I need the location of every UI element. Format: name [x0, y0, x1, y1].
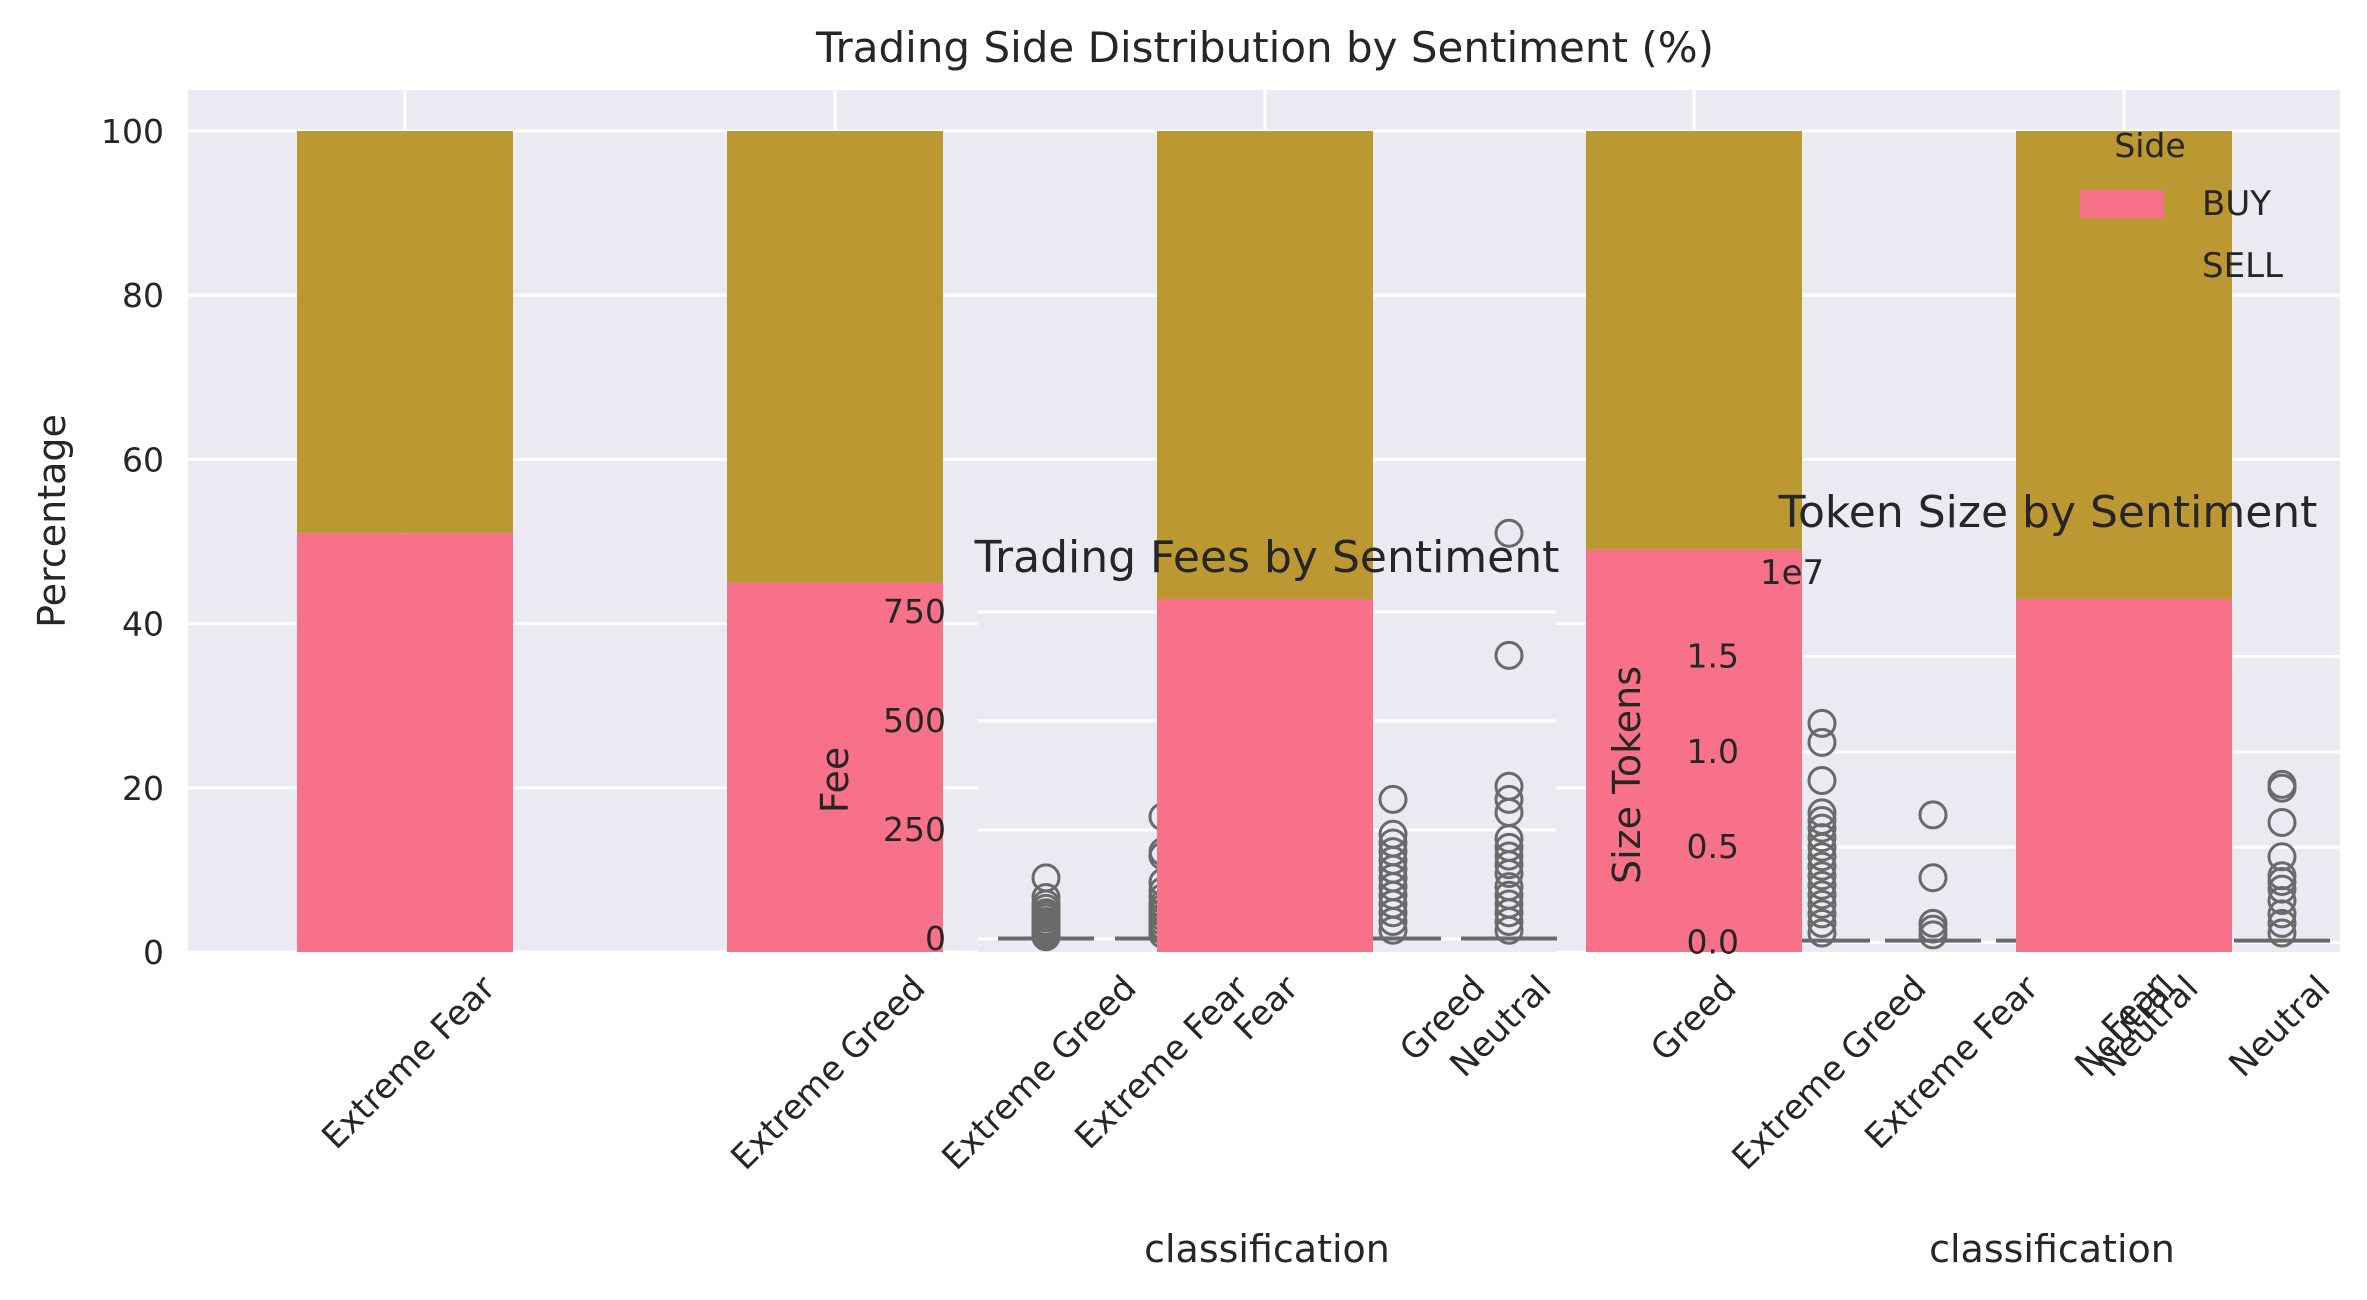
- main-y-tick-label: 60: [122, 440, 164, 479]
- fees-y-tick-label: 250: [883, 810, 946, 849]
- size-outlier-point: [1807, 889, 1837, 919]
- size-outlier-point: [1807, 861, 1837, 891]
- size-outlier-point: [1918, 800, 1948, 830]
- fees-y-axis-label: Fee: [813, 747, 857, 814]
- main-chart-title: Trading Side Distribution by Sentiment (…: [815, 23, 1714, 72]
- main-x-tick-label: Greed: [1643, 968, 1744, 1069]
- fees-chart-title: Trading Fees by Sentiment: [974, 532, 1560, 583]
- size-outlier-point: [1807, 708, 1837, 738]
- bars-layer: [297, 131, 2232, 952]
- size-outlier-point: [2267, 807, 2297, 837]
- fees-x-tick-label: Extreme Greed: [934, 968, 1144, 1178]
- bar-buy: [1157, 598, 1373, 952]
- size-outlier-point: [1918, 920, 1948, 950]
- size-outlier-point: [2267, 899, 2297, 929]
- bar-sell: [727, 131, 943, 583]
- fees-outlier-point: [1378, 898, 1408, 928]
- size-y-axis-label: Size Tokens: [1605, 666, 1649, 884]
- size-outlier-point: [1807, 908, 1837, 938]
- fees-outlier-point: [1494, 640, 1524, 670]
- main-y-tick-label: 20: [122, 769, 164, 808]
- bar-buy: [297, 533, 513, 952]
- size-outlier-point: [2267, 908, 2297, 938]
- size-y-tick-label: 1.5: [1687, 637, 1739, 676]
- size-outlier-point: [2267, 886, 2297, 916]
- size-outlier-point: [1807, 880, 1837, 910]
- size-outlier-point: [1918, 863, 1948, 893]
- main-y-tick-label: 0: [143, 933, 164, 972]
- fees-outlier-point: [1494, 858, 1524, 888]
- size-outlier-point: [1807, 813, 1837, 843]
- legend-swatch-buy: [2080, 190, 2164, 218]
- fees-y-tick-label: 500: [883, 701, 946, 740]
- bar-sell: [1586, 131, 1802, 550]
- main-y-tick-label: 80: [122, 276, 164, 315]
- size-outlier-point: [2267, 867, 2297, 897]
- fees-y-tick-label: 750: [883, 592, 946, 631]
- size-outlier-point: [1807, 727, 1837, 757]
- size-y-tick-label: 0.5: [1687, 827, 1739, 866]
- size-outlier-point: [1807, 918, 1837, 948]
- main-y-tick-label: 100: [101, 112, 164, 151]
- main-y-axis-label: Percentage: [30, 414, 74, 628]
- size-outlier-point: [1807, 842, 1837, 872]
- main-y-tick-label: 40: [122, 605, 164, 644]
- fees-outlier-point: [1494, 898, 1524, 928]
- fees-outlier-point: [1378, 915, 1408, 945]
- fees-outlier-point: [1494, 915, 1524, 945]
- size-outlier-point: [2267, 773, 2297, 803]
- size-outlier-point: [1807, 851, 1837, 881]
- fees-y-tick-label: 0: [925, 919, 946, 958]
- size-x-axis-label: classification: [1929, 1227, 2175, 1271]
- fees-outlier-point: [1378, 784, 1408, 814]
- size-x-tick-label: Neutral: [2221, 968, 2338, 1085]
- legend-title: Side: [2114, 126, 2185, 165]
- bar-sell: [297, 131, 513, 534]
- bar-buy: [2016, 598, 2232, 952]
- legend-label: SELL: [2202, 246, 2283, 286]
- size-y-multiplier: 1e7: [1760, 553, 1824, 593]
- size-outlier-point: [2267, 918, 2297, 948]
- fees-outlier-point: [1494, 850, 1524, 880]
- bar-buy: [727, 582, 943, 952]
- size-y-tick-label: 0.0: [1687, 922, 1739, 961]
- fees-outlier-point: [1378, 906, 1408, 936]
- fees-outlier-point: [1494, 841, 1524, 871]
- bar-buy: [1586, 549, 1802, 952]
- legend-label: BUY: [2202, 184, 2271, 224]
- main-x-tick-label: Extreme Fear: [314, 968, 503, 1157]
- size-x-tick-label: Extreme Greed: [1724, 968, 1934, 1178]
- fees-outlier-point: [1494, 518, 1524, 548]
- main-x-tick-label: Extreme Greed: [723, 968, 933, 1178]
- fees-outlier-point: [1494, 906, 1524, 936]
- size-chart-title: Token Size by Sentiment: [1778, 487, 2318, 538]
- bar-sell: [1157, 131, 1373, 599]
- fees-x-axis-label: classification: [1144, 1227, 1390, 1271]
- size-outlier-point: [1807, 766, 1837, 796]
- size-outlier-point: [1807, 832, 1837, 862]
- size-y-tick-label: 1.0: [1687, 732, 1739, 771]
- size-outlier-point: [1807, 823, 1837, 853]
- size-outlier-point: [1807, 899, 1837, 929]
- fees-outlier-point: [1494, 784, 1524, 814]
- size-outlier-point: [1807, 870, 1837, 900]
